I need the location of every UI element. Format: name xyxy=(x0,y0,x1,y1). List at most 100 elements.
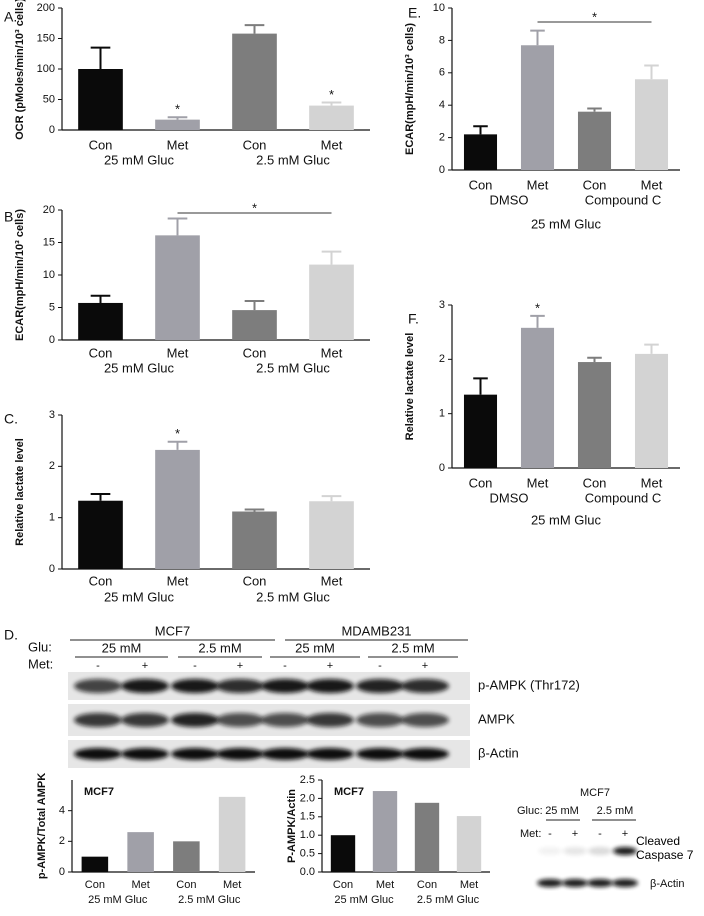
gluc-label: Gluc: xyxy=(517,805,543,817)
error-bar xyxy=(167,116,188,120)
treatment-label: - xyxy=(378,660,382,672)
bar xyxy=(173,841,200,872)
bar xyxy=(218,796,246,872)
x-tick-label: Con xyxy=(469,177,493,192)
caspase-title: MCF7 xyxy=(580,787,610,799)
blot-band xyxy=(261,748,309,760)
y-tick-label: 10 xyxy=(433,2,445,14)
y-tick-label: 1.0 xyxy=(300,829,315,841)
y-tick-label: 4 xyxy=(59,805,65,817)
blot-band xyxy=(401,748,449,760)
blot-band xyxy=(537,879,563,887)
blot-band xyxy=(306,713,354,727)
blot-band xyxy=(171,713,219,727)
bar xyxy=(155,449,200,569)
treatment-label: + xyxy=(422,660,428,672)
bar xyxy=(414,802,440,872)
group-label: Compound C xyxy=(585,490,662,505)
bar xyxy=(634,79,669,170)
y-tick-label: 8 xyxy=(439,34,445,46)
treatment-label: + xyxy=(572,828,578,840)
treatment-label: - xyxy=(598,828,602,840)
blot-band xyxy=(356,748,404,760)
blot-band xyxy=(216,679,264,693)
group-label: 2.5 mM Gluc xyxy=(256,360,330,375)
y-tick-label: 100 xyxy=(37,63,55,75)
treatment-label: + xyxy=(142,660,148,672)
blot-band xyxy=(356,679,404,693)
treatment-label: - xyxy=(283,660,287,672)
blot-band xyxy=(121,748,169,760)
bar xyxy=(520,45,555,171)
blot-row-label: Cleaved Caspase 7 xyxy=(636,834,694,862)
y-axis-label: Relative lactate level xyxy=(404,333,416,441)
blot-band xyxy=(74,679,122,693)
bar xyxy=(232,33,277,131)
error-bar xyxy=(90,46,111,69)
y-axis-label: ECAR(mpH/min/10³ cells) xyxy=(404,23,416,155)
bar xyxy=(309,264,354,340)
bar xyxy=(463,394,498,468)
x-tick-label: Con xyxy=(89,345,113,360)
y-tick-label: 0 xyxy=(49,124,55,136)
error-bar xyxy=(473,125,488,135)
x-tick-label: Met xyxy=(321,573,343,588)
group-label: 25 mM Gluc xyxy=(104,152,175,167)
error-bar xyxy=(167,217,188,236)
significance-star: * xyxy=(329,87,334,102)
panel-label: F. xyxy=(408,311,419,327)
bar xyxy=(634,353,669,468)
blot-band xyxy=(401,713,449,727)
y-tick-label: 200 xyxy=(37,2,55,14)
y-tick-label: 0.5 xyxy=(300,848,315,860)
y-tick-label: 0 xyxy=(59,866,65,878)
error-bar xyxy=(530,314,545,328)
error-bar xyxy=(321,495,342,502)
x-tick-label: Met xyxy=(131,879,149,891)
group-label: 25 mM Gluc xyxy=(104,589,175,604)
group-label: 25 mM Gluc xyxy=(88,894,148,906)
y-tick-label: 50 xyxy=(43,93,55,105)
y-tick-label: 2 xyxy=(59,835,65,847)
bar xyxy=(78,69,123,130)
y-axis-label: P-AMPK/Actin xyxy=(286,789,298,863)
x-tick-label: Met xyxy=(167,137,189,152)
bar xyxy=(309,105,354,130)
blot-row-label: p-AMPK (Thr172) xyxy=(478,677,580,692)
y-tick-label: 2.5 xyxy=(300,774,315,786)
y-tick-label: 10 xyxy=(43,269,55,281)
y-tick-label: 20 xyxy=(43,204,55,216)
error-bar xyxy=(321,101,342,106)
x-tick-label: Met xyxy=(321,137,343,152)
blot-band xyxy=(171,679,219,693)
group-label: DMSO xyxy=(490,192,529,207)
x-tick-label: Con xyxy=(89,137,113,152)
y-tick-label: 0.0 xyxy=(300,866,315,878)
x-tick-label: Con xyxy=(89,573,113,588)
y-tick-label: 3 xyxy=(439,299,445,311)
treatment-label: - xyxy=(193,660,197,672)
error-bar xyxy=(321,250,342,265)
group-label: 25 mM Gluc xyxy=(104,360,175,375)
x-tick-label: Con xyxy=(243,345,267,360)
blot-row-label: AMPK xyxy=(478,711,515,726)
glu-label: Glu: xyxy=(28,639,52,654)
y-axis-label: Relative lactate level xyxy=(14,438,26,546)
y-tick-label: 1 xyxy=(49,512,55,524)
x-tick-label: Met xyxy=(641,177,663,192)
significance-star: * xyxy=(175,426,180,441)
x-tick-label: Met xyxy=(527,475,549,490)
group-label: DMSO xyxy=(490,490,529,505)
x-tick-label: Met xyxy=(641,475,663,490)
treatment-label: - xyxy=(96,660,100,672)
blot-band xyxy=(171,748,219,760)
significance-star: * xyxy=(535,300,540,315)
glucose-label: 25 mM xyxy=(295,640,335,655)
y-tick-label: 0 xyxy=(439,164,445,176)
bar xyxy=(155,235,200,340)
significance-star: * xyxy=(175,102,180,117)
bar xyxy=(81,856,109,872)
error-bar xyxy=(530,29,545,46)
panel-label: C. xyxy=(4,411,18,427)
